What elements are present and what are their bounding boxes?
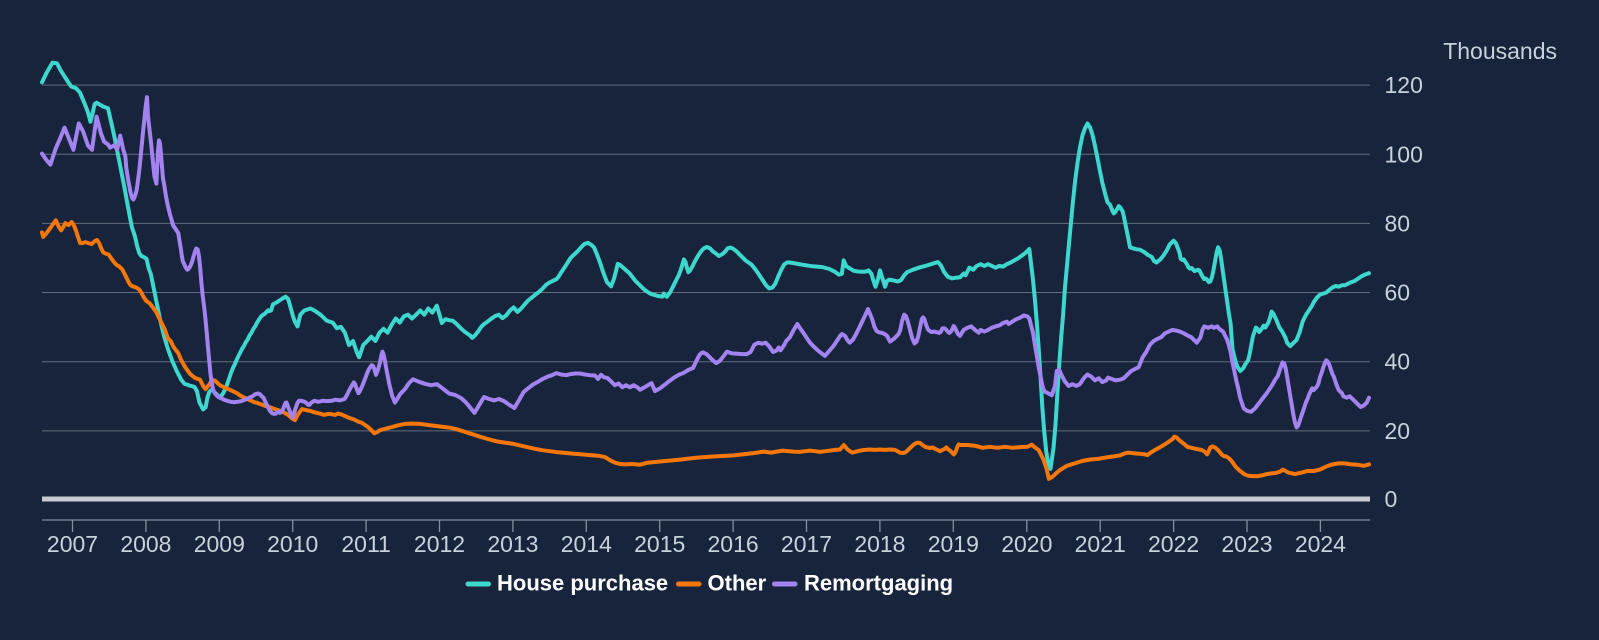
svg-text:2018: 2018 (854, 531, 905, 557)
svg-text:2024: 2024 (1295, 531, 1346, 557)
svg-text:40: 40 (1385, 349, 1411, 375)
svg-text:2020: 2020 (1001, 531, 1052, 557)
svg-text:0: 0 (1385, 486, 1398, 512)
svg-text:2016: 2016 (708, 531, 759, 557)
svg-text:2019: 2019 (928, 531, 979, 557)
svg-text:2021: 2021 (1075, 531, 1126, 557)
svg-text:60: 60 (1385, 280, 1411, 306)
svg-text:80: 80 (1385, 210, 1411, 236)
svg-text:2017: 2017 (781, 531, 832, 557)
svg-text:Remortgaging: Remortgaging (804, 571, 953, 596)
svg-text:2013: 2013 (487, 531, 538, 557)
svg-text:2010: 2010 (267, 531, 318, 557)
svg-text:2007: 2007 (47, 531, 98, 557)
svg-text:2023: 2023 (1221, 531, 1272, 557)
svg-text:2012: 2012 (414, 531, 465, 557)
svg-text:2014: 2014 (561, 531, 612, 557)
svg-text:2011: 2011 (341, 531, 390, 557)
svg-text:Thousands: Thousands (1443, 38, 1557, 64)
svg-text:Other: Other (708, 571, 767, 596)
svg-text:2008: 2008 (120, 531, 171, 557)
svg-text:2009: 2009 (194, 531, 245, 557)
svg-text:100: 100 (1385, 141, 1423, 167)
svg-text:2022: 2022 (1148, 531, 1199, 557)
svg-text:2015: 2015 (634, 531, 685, 557)
svg-text:120: 120 (1385, 72, 1423, 98)
svg-text:20: 20 (1385, 418, 1411, 444)
svg-text:House purchase: House purchase (497, 571, 668, 596)
